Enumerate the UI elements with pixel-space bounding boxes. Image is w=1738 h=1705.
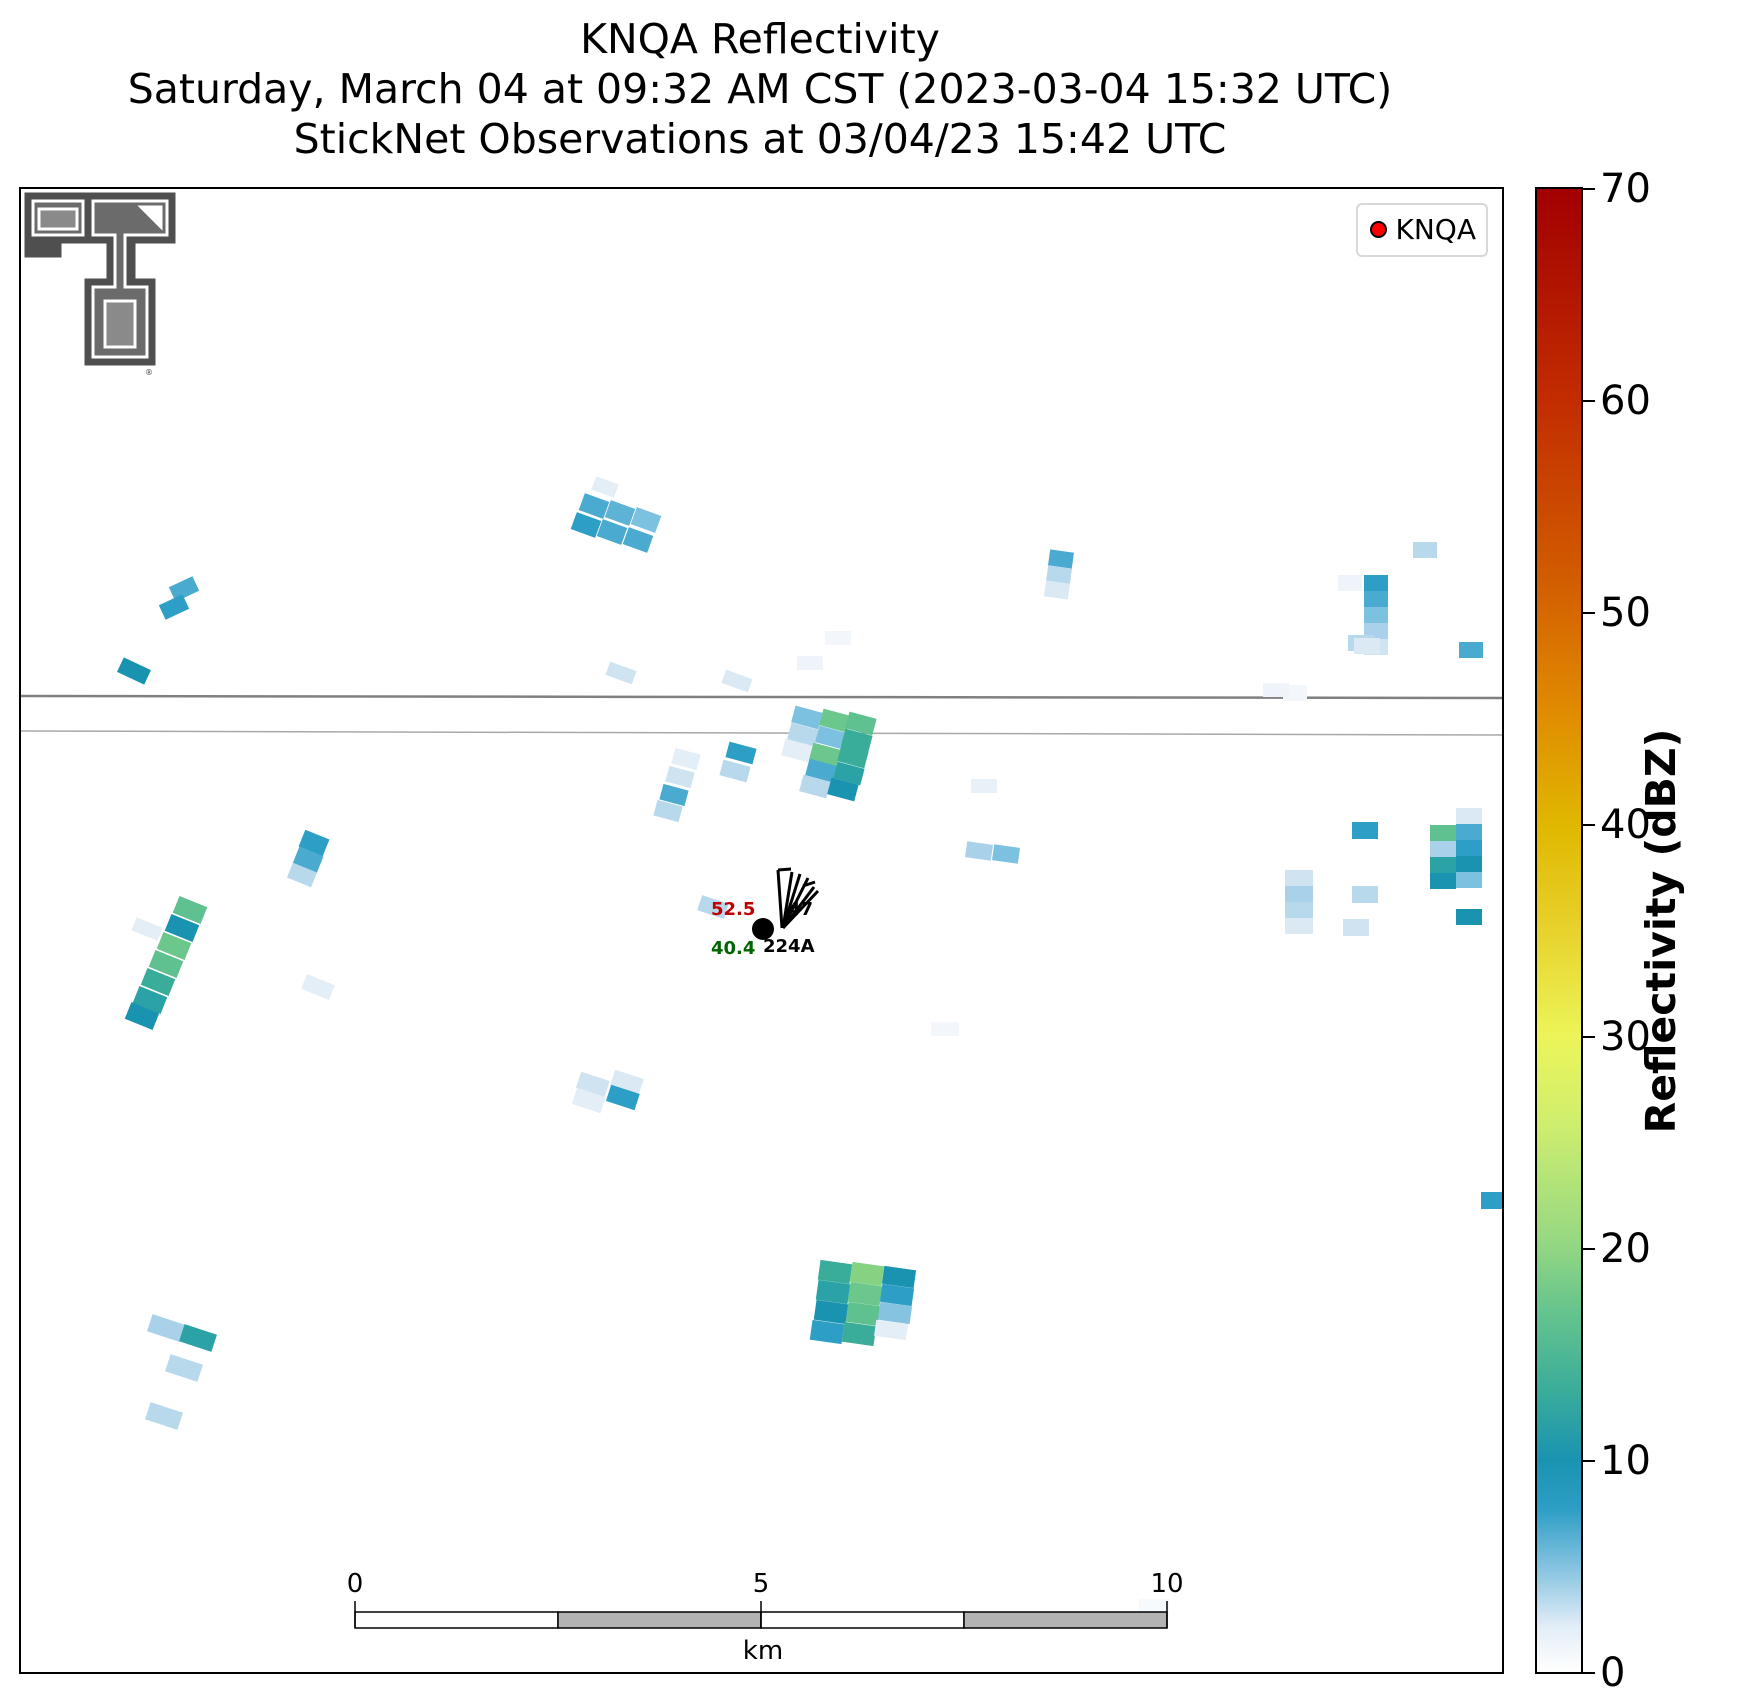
colorbar-label-60: 60: [1600, 378, 1651, 424]
station-pressure: 47: [788, 899, 813, 920]
title-line-1: KNQA Reflectivity: [580, 15, 940, 63]
colorbar-label-10: 10: [1600, 1438, 1651, 1484]
colorbar-tick: [1583, 1672, 1595, 1674]
colorbar-label-30: 30: [1600, 1014, 1651, 1060]
station-marker-icon: [752, 918, 774, 940]
reflectivity-colorbar: [1535, 187, 1583, 1674]
scalebar-unit: km: [742, 1636, 784, 1666]
legend: KNQA: [1355, 203, 1488, 257]
colorbar-tick: [1583, 612, 1595, 614]
station-temperature: 52.5: [711, 899, 755, 920]
radar-site-marker-icon: [1369, 221, 1387, 238]
legend-label: KNQA: [1395, 213, 1477, 246]
colorbar-label-20: 20: [1600, 1226, 1651, 1272]
colorbar-label-50: 50: [1600, 590, 1651, 636]
radar-layer: 52.5 47 40.4 224A: [21, 476, 1502, 1629]
colorbar-label-40: 40: [1600, 802, 1651, 848]
wind-barb-icon: [777, 867, 792, 872]
colorbar-title-text: Reflectivity (dBZ): [1637, 728, 1685, 1134]
colorbar-label-0: 0: [1600, 1650, 1626, 1696]
scalebar-label-5: 5: [752, 1569, 770, 1599]
reflectivity-cells: [117, 476, 1502, 1613]
wind-barb-icon: [781, 889, 820, 930]
station-dewpoint: 40.4: [711, 938, 755, 959]
colorbar-tick: [1583, 1460, 1595, 1462]
colorbar-label-70: 70: [1600, 166, 1651, 212]
station-id: 224A: [763, 936, 815, 957]
svg-text:®: ®: [145, 368, 153, 377]
scalebar-label-0: 0: [346, 1569, 364, 1599]
title-line-3: StickNet Observations at 03/04/23 15:42 …: [293, 115, 1227, 163]
scale-bar: [354, 1601, 1168, 1629]
station-224A[interactable]: 52.5 47 40.4 224A: [711, 867, 820, 959]
colorbar-tick: [1583, 188, 1595, 190]
colorbar-tick: [1583, 1248, 1595, 1250]
road-line: [21, 694, 1502, 700]
colorbar-tick: [1583, 400, 1595, 402]
radar-map[interactable]: 52.5 47 40.4 224A ® KNQA: [19, 187, 1504, 1674]
road-line: [21, 730, 1502, 736]
texas-tech-double-t-logo-icon: ®: [21, 189, 179, 377]
wind-barb-icon: [776, 869, 784, 929]
colorbar-tick: [1583, 1036, 1595, 1038]
title-line-2: Saturday, March 04 at 09:32 AM CST (2023…: [127, 65, 1393, 113]
wind-barb-icon: [802, 880, 816, 888]
colorbar-tick: [1583, 824, 1595, 826]
scalebar-label-10: 10: [1150, 1569, 1184, 1599]
